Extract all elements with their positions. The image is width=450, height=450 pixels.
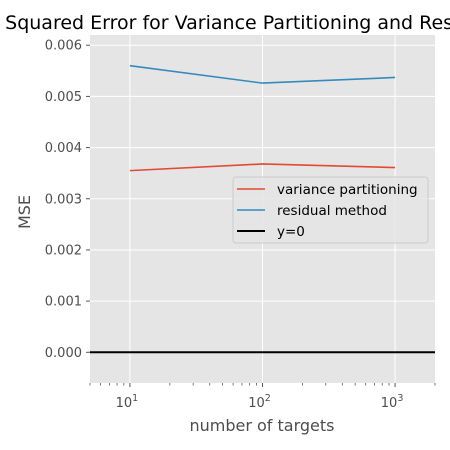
y-axis-label: MSE: [15, 195, 34, 229]
series-lines: [90, 64, 435, 354]
y-tick-label: 0.006: [45, 39, 82, 54]
y-tick-label: 0.000: [45, 346, 82, 361]
x-axis-ticks: 101 102 103: [116, 383, 404, 411]
x-tick-exponent: 1: [132, 393, 138, 404]
legend-box: [232, 176, 429, 244]
y-tick-label: 0.004: [45, 141, 82, 156]
legend: variance partitioning residual method y=0: [232, 176, 429, 244]
x-tick-label: 103: [381, 393, 404, 411]
legend-label-y-0: y=0: [277, 224, 305, 240]
x-tick-base: 10: [381, 396, 398, 411]
x-tick-base: 10: [116, 396, 133, 411]
x-minor-ticks: [89, 383, 436, 386]
x-tick-label: 102: [248, 393, 271, 411]
chart-title: Mean Squared Error for Variance Partitio…: [0, 12, 450, 34]
y-tick-label: 0.001: [45, 295, 82, 310]
x-tick-exponent: 3: [397, 393, 403, 404]
y-tick-label: 0.005: [45, 90, 82, 105]
y-axis-ticks: 0.000 0.001 0.002 0.003 0.004 0.005 0.006: [45, 39, 90, 361]
y-tick-label: 0.003: [45, 192, 82, 207]
legend-label-residual-method: residual method: [277, 203, 387, 219]
series-line-variance-partitioning: [129, 163, 396, 172]
x-axis-label: number of targets: [189, 416, 334, 435]
x-tick-label: 101: [116, 393, 139, 411]
y-tick-label: 0.002: [45, 243, 82, 258]
x-tick-base: 10: [248, 396, 265, 411]
legend-label-variance-partitioning: variance partitioning: [277, 182, 418, 198]
series-line-residual-method: [129, 64, 396, 84]
x-tick-exponent: 2: [265, 393, 271, 404]
